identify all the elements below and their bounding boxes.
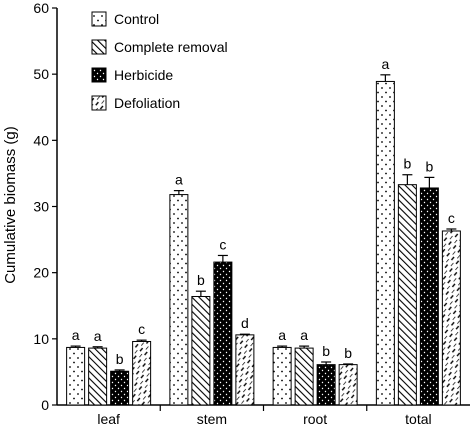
bar-leaf-0 [66,346,86,406]
y-axis-ticks: 0 10 20 30 40 50 60 [33,0,57,413]
significance-letter: a [175,172,183,188]
bar-total-2 [419,187,439,406]
significance-letter: c [448,210,455,226]
bar-leaf-3 [132,340,152,406]
bar-root-3 [338,364,358,406]
x-category-label: leaf [97,411,120,425]
legend-label: Defoliation [114,95,180,111]
y-tick-label: 30 [33,199,49,215]
significance-letter: a [300,327,308,343]
significance-letter: d [241,315,249,331]
y-tick-label: 60 [33,0,49,16]
x-category-label: total [405,411,431,425]
x-category-label: stem [197,411,227,425]
y-axis-title: Cumulative biomass (g) [2,126,19,284]
legend-label: Complete removal [114,39,228,55]
bar-total-0 [375,80,395,406]
bar-root-2 [316,364,336,406]
legend-swatch [91,39,107,55]
y-tick-label: 40 [33,132,49,148]
legend-label: Control [114,11,159,27]
y-tick-label: 20 [33,265,49,281]
legend-swatch [91,95,107,111]
x-axis-categories: leaf stem root total [97,405,432,425]
bar-total-1 [397,184,417,406]
bar-stem-0 [169,194,189,406]
bar-stem-1 [191,295,211,406]
y-tick-label: 50 [33,66,49,82]
significance-letter: b [425,158,433,174]
significance-letter: b [116,351,124,367]
legend: Control Complete removal Herbicide Defoliat… [91,11,228,111]
significance-letter: b [322,343,330,359]
bar-stem-3 [235,334,255,406]
bar-leaf-1 [88,347,108,406]
bar-leaf-2 [110,370,130,406]
significance-letter: b [344,345,352,361]
x-category-label: root [303,411,327,425]
y-tick-label: 10 [33,331,49,347]
bar-root-1 [294,347,314,406]
significance-letter: a [381,56,389,72]
significance-letter: a [94,328,102,344]
significance-letter: c [138,321,145,337]
bar-root-0 [272,346,292,406]
bar-total-3 [441,230,461,406]
y-tick-label: 0 [41,397,49,413]
significance-letter: a [72,327,80,343]
significance-letter: b [197,272,205,288]
bar-stem-2 [213,261,233,406]
significance-letter: a [278,327,286,343]
significance-letter: b [403,156,411,172]
significance-letter: c [219,236,226,252]
legend-swatch [91,67,107,83]
legend-label: Herbicide [114,67,173,83]
legend-swatch [91,11,107,27]
